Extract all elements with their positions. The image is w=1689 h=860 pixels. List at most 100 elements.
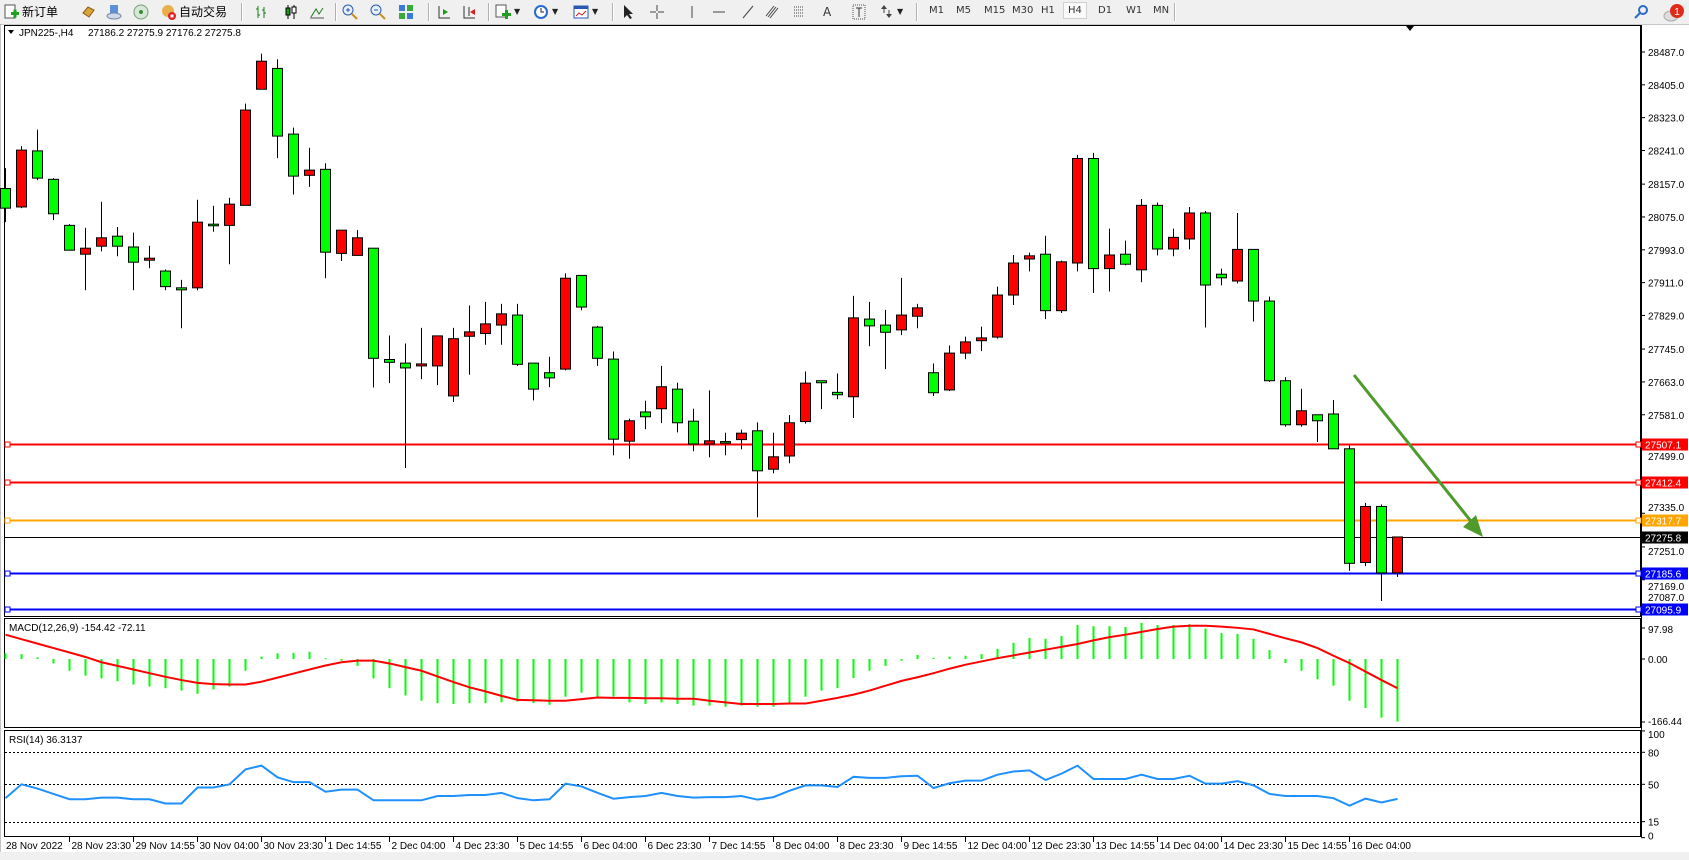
time-label: 29 Nov 14:55 xyxy=(136,841,196,852)
macd-histogram-bar xyxy=(708,659,711,706)
timeframe-m1[interactable]: M1 xyxy=(929,5,944,16)
candle-body xyxy=(288,133,299,177)
timeframe-h4[interactable]: H4 xyxy=(1063,2,1087,19)
candle-body xyxy=(944,352,955,391)
macd-histogram-bar xyxy=(20,654,23,659)
macd-histogram-bar xyxy=(772,659,775,707)
macd-histogram-bar xyxy=(964,655,967,659)
trend-arrow[interactable] xyxy=(1352,374,1483,537)
macd-histogram-bar xyxy=(612,659,615,697)
candle xyxy=(1024,252,1035,272)
text-label-tool[interactable] xyxy=(851,3,867,21)
candle-body xyxy=(736,432,747,441)
macd-axis-zero: 0.00 xyxy=(1648,655,1668,666)
candle-body xyxy=(800,382,811,423)
periods-button[interactable]: ▼ xyxy=(533,3,558,21)
trendline-icon xyxy=(740,4,756,20)
horizontal-lines xyxy=(4,441,1642,613)
zoom-out-button[interactable] xyxy=(370,3,386,21)
time-label: 14 Dec 23:30 xyxy=(1224,841,1284,852)
templates-button[interactable]: ▼ xyxy=(573,3,598,21)
vertical-line-tool[interactable] xyxy=(684,3,700,21)
candle xyxy=(416,327,427,380)
line-chart-button[interactable] xyxy=(309,3,325,21)
line-handle xyxy=(1635,570,1642,577)
candle xyxy=(432,335,443,386)
cursor-tool[interactable] xyxy=(620,3,636,21)
text-tool[interactable]: A xyxy=(823,3,831,21)
rsi-panel: RSI(14) 36.3137 100 80 50 15 0 xyxy=(4,730,1665,843)
candle-body xyxy=(240,109,251,206)
new-order-button[interactable]: 新订单 xyxy=(3,3,58,21)
indicators-button[interactable]: ▼ xyxy=(495,3,520,21)
candle xyxy=(0,168,11,223)
candlestick-chart-button[interactable] xyxy=(283,3,299,21)
search-button[interactable] xyxy=(1633,3,1649,21)
timeframe-m30[interactable]: M30 xyxy=(1012,5,1034,16)
fibonacci-icon xyxy=(792,4,808,20)
price-label: 27185.6 xyxy=(1645,570,1682,581)
timeframe-h1[interactable]: H1 xyxy=(1041,5,1055,16)
candle-body xyxy=(896,314,907,331)
candle-body xyxy=(384,359,395,363)
timeframe-mn[interactable]: MN xyxy=(1153,5,1170,16)
toolbar-separator xyxy=(1174,3,1176,21)
macd-histogram-bar xyxy=(900,659,903,661)
chart-shift-marker-icon[interactable] xyxy=(1406,26,1414,31)
candle-body xyxy=(752,430,763,472)
candle-body xyxy=(1104,254,1115,270)
line-chart-icon xyxy=(309,4,325,20)
timeframe-m5[interactable]: M5 xyxy=(956,5,971,16)
bottom-bar xyxy=(0,852,1689,860)
tile-windows-button[interactable] xyxy=(398,3,414,21)
line-handle xyxy=(1635,606,1642,613)
notifications-button[interactable]: 1 xyxy=(1662,3,1684,22)
candle-body xyxy=(48,178,59,215)
line-handle xyxy=(4,517,11,524)
candle-body xyxy=(256,60,267,90)
arrows-tool[interactable]: ▼ xyxy=(878,3,903,21)
macd-histogram-bar xyxy=(52,659,55,664)
collapse-triangle-icon[interactable] xyxy=(8,30,14,34)
candlestick-icon xyxy=(283,4,299,20)
macd-histogram-bar xyxy=(868,659,871,671)
auto-trading-button[interactable]: 自动交易 xyxy=(160,3,227,21)
candle xyxy=(96,201,107,252)
equidistant-channel-tool[interactable] xyxy=(765,3,781,21)
bar-chart-button[interactable] xyxy=(253,3,269,21)
price-tick-label: 27499.0 xyxy=(1648,452,1685,463)
clock-icon xyxy=(533,4,549,20)
gold-bars-icon xyxy=(80,4,96,20)
auto-scroll-button[interactable] xyxy=(461,3,477,21)
market-watch-button[interactable] xyxy=(80,3,96,21)
crosshair-tool[interactable] xyxy=(649,3,665,21)
macd-histogram-bar xyxy=(980,654,983,659)
timeframe-m15[interactable]: M15 xyxy=(984,5,1006,16)
candle-body xyxy=(176,287,187,291)
timeframe-d1[interactable]: D1 xyxy=(1098,5,1113,16)
timeframe-w1[interactable]: W1 xyxy=(1126,5,1143,16)
data-window-button[interactable] xyxy=(106,3,122,21)
time-label: 6 Dec 23:30 xyxy=(648,841,702,852)
candle-body xyxy=(32,150,43,179)
macd-histogram-bar xyxy=(1300,659,1303,671)
trendline-tool[interactable] xyxy=(740,3,756,21)
navigator-button[interactable] xyxy=(133,3,149,21)
horizontal-line-tool[interactable] xyxy=(711,3,727,21)
price-tick-label: 28241.0 xyxy=(1648,146,1685,157)
macd-histogram-bar xyxy=(1140,622,1143,659)
rsi-axis-label: 0 xyxy=(1648,832,1654,843)
candle-body xyxy=(1280,380,1291,426)
macd-histogram-bar xyxy=(1220,633,1223,659)
macd-panel-border xyxy=(4,618,1641,728)
rsi-axis-label: 15 xyxy=(1648,818,1660,829)
fibonacci-tool[interactable] xyxy=(792,3,808,21)
candle-body xyxy=(1200,212,1211,286)
template-icon xyxy=(573,4,589,20)
candle-body xyxy=(80,247,91,255)
search-icon xyxy=(1633,4,1649,20)
chart-shift-button[interactable] xyxy=(436,3,452,21)
zoom-in-button[interactable] xyxy=(342,3,358,21)
macd-histogram-bar xyxy=(532,659,535,704)
